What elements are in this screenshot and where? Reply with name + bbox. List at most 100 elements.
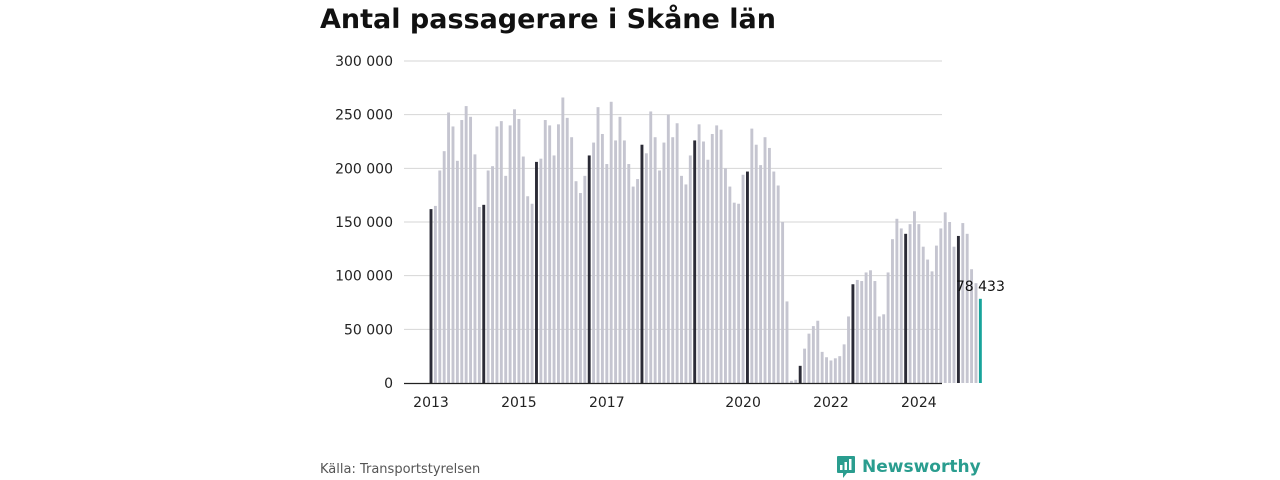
- bar: [614, 140, 618, 383]
- bar: [618, 116, 622, 383]
- chart-title: Antal passagerare i Skåne län: [320, 4, 776, 35]
- x-tick-label: 2013: [413, 395, 449, 411]
- bar: [741, 174, 745, 383]
- bar: [622, 140, 626, 383]
- bar: [557, 124, 560, 383]
- bar: [948, 222, 952, 383]
- bar: [640, 144, 644, 383]
- latest-value-label: 78 433: [956, 279, 1005, 295]
- bar: [965, 233, 969, 383]
- bar: [526, 196, 530, 383]
- y-tick-label: 100 000: [335, 269, 393, 285]
- bar: [455, 160, 459, 383]
- bar: [447, 112, 451, 384]
- bar: [728, 186, 732, 383]
- bar: [895, 218, 899, 383]
- bar: [429, 209, 433, 383]
- bar: [565, 117, 569, 383]
- bar: [653, 137, 657, 383]
- bar: [600, 133, 604, 383]
- bar: [680, 175, 683, 383]
- bar: [952, 246, 956, 383]
- bar: [473, 154, 477, 383]
- bar: [535, 161, 538, 383]
- bar: [627, 164, 631, 383]
- y-tick-label: 150 000: [335, 215, 393, 231]
- bar: [666, 114, 670, 384]
- bar: [926, 259, 930, 383]
- bar: [710, 133, 714, 383]
- bar: [715, 125, 719, 384]
- bar: [477, 206, 481, 383]
- bar: [644, 153, 648, 383]
- bar: [781, 222, 785, 383]
- bar: [548, 125, 552, 384]
- bar: [662, 142, 666, 383]
- bar: [574, 181, 578, 383]
- bar: [851, 284, 855, 383]
- bar: [543, 120, 547, 383]
- bar: [592, 142, 596, 383]
- x-tick-label: 2020: [725, 395, 761, 411]
- brand-logo: Newsworthy: [836, 455, 981, 479]
- bar: [530, 203, 534, 383]
- bar: [724, 168, 727, 383]
- bar: [763, 137, 767, 383]
- bar: [789, 380, 793, 383]
- bar: [978, 298, 982, 383]
- bar: [873, 281, 877, 383]
- bar: [939, 228, 943, 383]
- bar: [877, 316, 881, 383]
- bar: [864, 272, 868, 383]
- x-tick-label: 2024: [901, 395, 937, 411]
- bar: [737, 203, 741, 383]
- bar: [508, 125, 512, 384]
- bar: [451, 126, 455, 383]
- bar: [869, 270, 872, 383]
- bar: [956, 235, 960, 383]
- y-tick-label: 0: [384, 376, 393, 392]
- bar: [908, 224, 912, 383]
- bars: [429, 97, 982, 384]
- x-tick-label: 2015: [501, 395, 537, 411]
- bar: [513, 109, 516, 384]
- bar: [688, 155, 692, 383]
- bar: [882, 314, 886, 383]
- bar: [811, 326, 815, 383]
- bar: [719, 129, 723, 383]
- bar: [785, 301, 789, 383]
- bar: [772, 171, 776, 383]
- bar: [970, 269, 974, 383]
- bar: [578, 193, 582, 383]
- bar: [974, 283, 978, 383]
- bar: [838, 356, 842, 383]
- bar: [904, 233, 908, 383]
- bar: [829, 360, 833, 383]
- y-tick-label: 300 000: [335, 54, 393, 70]
- bar: [675, 123, 679, 383]
- bar: [816, 320, 820, 383]
- bar: [504, 175, 508, 383]
- bar: [442, 151, 446, 383]
- bar: [917, 224, 921, 383]
- bar: [649, 111, 653, 383]
- bar: [745, 171, 749, 383]
- bar: [469, 116, 473, 383]
- bar: [886, 272, 890, 383]
- bar: [697, 124, 701, 383]
- bar: [732, 202, 736, 383]
- bar: [855, 279, 859, 383]
- bar: [833, 358, 837, 383]
- bar: [807, 333, 811, 383]
- bar: [767, 147, 771, 383]
- bar: [706, 159, 710, 383]
- bar: [596, 107, 600, 384]
- bar: [684, 184, 688, 383]
- bar: [842, 344, 846, 383]
- bar: [570, 137, 574, 383]
- bar: [433, 205, 437, 383]
- bar: [750, 128, 754, 383]
- bar: [460, 120, 464, 383]
- y-tick-label: 200 000: [335, 161, 393, 177]
